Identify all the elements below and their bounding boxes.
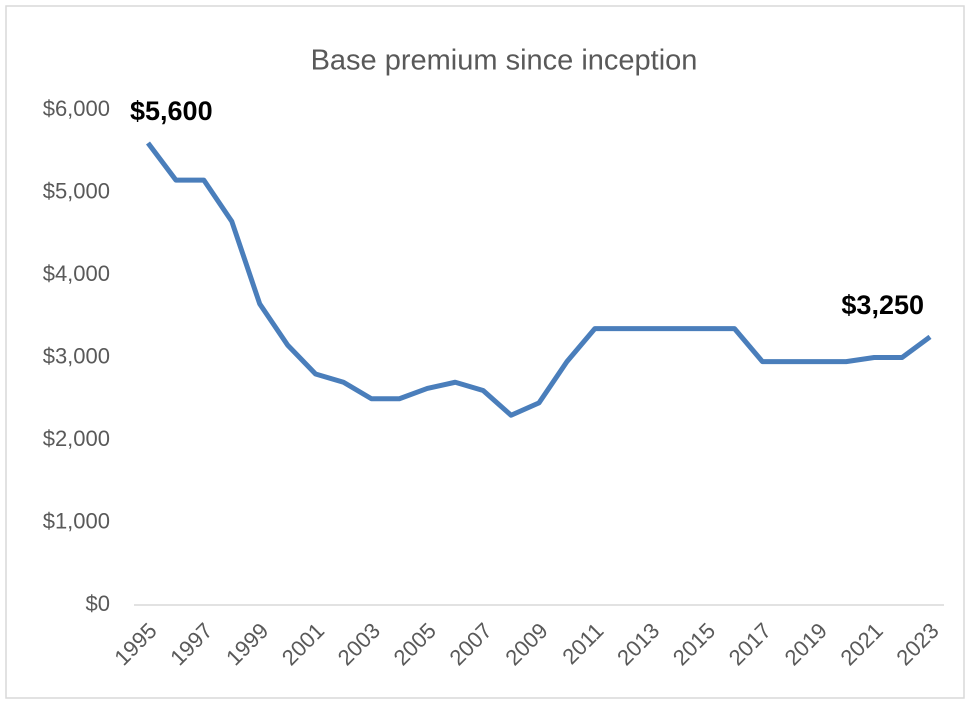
chart-border (5, 5, 965, 699)
data-label: $3,250 (841, 290, 924, 320)
y-tick-label: $6,000 (43, 96, 110, 121)
data-label: $5,600 (130, 96, 213, 126)
y-tick-label: $5,000 (43, 178, 110, 203)
y-tick-label: $2,000 (43, 426, 110, 451)
y-tick-label: $1,000 (43, 508, 110, 533)
y-tick-label: $0 (86, 591, 110, 616)
y-tick-label: $3,000 (43, 343, 110, 368)
line (146, 141, 932, 418)
y-tick-label: $4,000 (43, 261, 110, 286)
chart-title: Base premium since inception (311, 45, 698, 77)
